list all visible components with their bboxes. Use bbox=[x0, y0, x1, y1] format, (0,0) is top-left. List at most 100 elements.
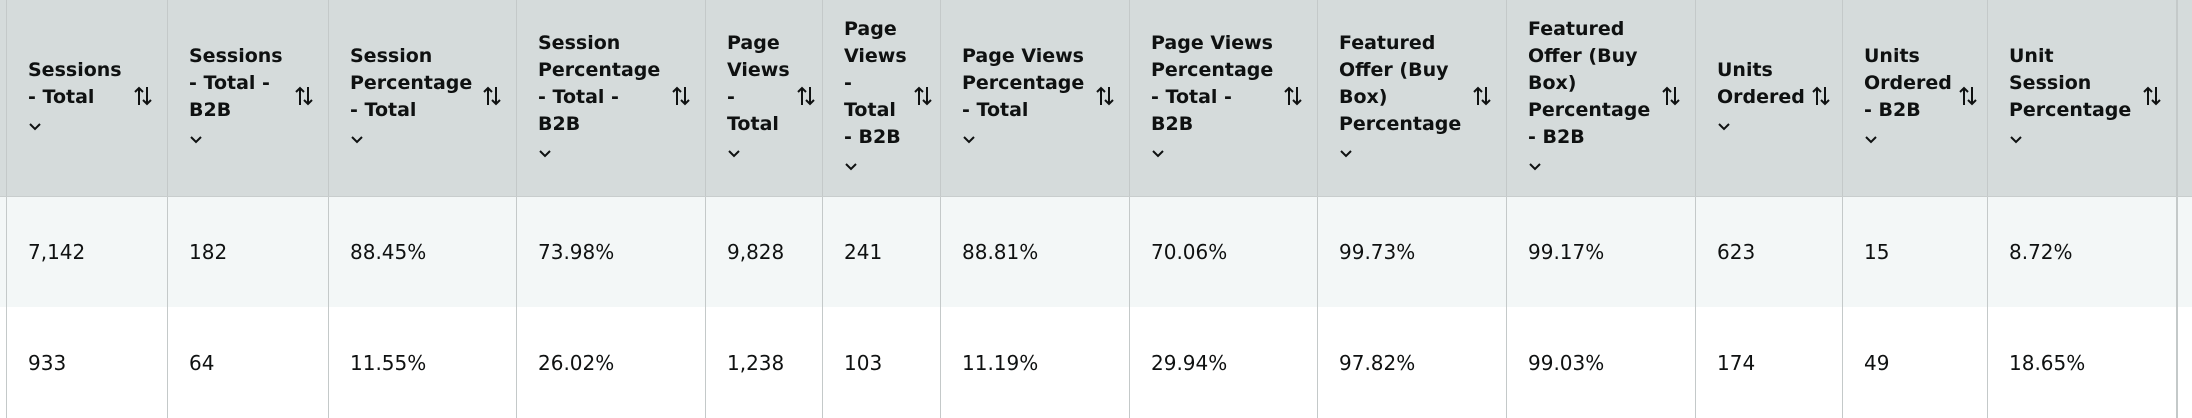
header-cell[interactable]: Units Ordered - B2B bbox=[1843, 0, 1988, 196]
table-cell: 18.65% bbox=[1988, 307, 2177, 418]
header-text: Unit Session Percentage bbox=[2009, 45, 2132, 121]
table-cell: 88.81% bbox=[941, 197, 1130, 307]
sort-icon[interactable] bbox=[2142, 84, 2162, 112]
sort-icon[interactable] bbox=[1958, 84, 1978, 112]
stub-cell bbox=[0, 307, 7, 418]
header-text: Page Views Percentage - Total - B2B bbox=[1151, 31, 1274, 135]
header-text: Page Views - Total bbox=[727, 31, 790, 135]
header-text: Featured Offer (Buy Box) Percentage - B2… bbox=[1528, 18, 1651, 148]
header-text: Sessions - Total bbox=[28, 58, 122, 108]
header-cell[interactable]: Page Views Percentage - Total bbox=[941, 0, 1130, 196]
header-text: Sessions - Total - B2B bbox=[189, 45, 283, 121]
table-cell: 97.82% bbox=[1318, 307, 1507, 418]
sort-icon[interactable] bbox=[1095, 84, 1115, 112]
stub-cell bbox=[2177, 307, 2192, 418]
header-cell[interactable]: Session Percentage - Total - B2B bbox=[517, 0, 706, 196]
table-cell: 99.03% bbox=[1507, 307, 1696, 418]
chevron-icon[interactable] bbox=[727, 140, 790, 167]
header-cell[interactable]: Unit Session Percentage bbox=[1988, 0, 2177, 196]
chevron-icon[interactable] bbox=[962, 126, 1089, 153]
table-cell: 99.73% bbox=[1318, 197, 1507, 307]
header-text: Page Views - Total - B2B bbox=[844, 18, 907, 148]
chevron-icon[interactable] bbox=[1151, 140, 1277, 167]
chevron-icon[interactable] bbox=[189, 126, 288, 153]
sort-icon[interactable] bbox=[1661, 84, 1681, 112]
data-row: 933 64 11.55% 26.02% 1,238 103 11.19% 29.94% 97.… bbox=[0, 307, 2192, 418]
table-cell: 1,238 bbox=[706, 307, 823, 418]
sort-icon[interactable] bbox=[294, 84, 314, 112]
chevron-icon[interactable] bbox=[844, 153, 907, 180]
header-label: Unit Session Percentage bbox=[2009, 43, 2136, 153]
table-cell: 103 bbox=[823, 307, 941, 418]
chevron-icon[interactable] bbox=[350, 126, 476, 153]
header-text: Page Views Percentage - Total bbox=[962, 45, 1085, 121]
header-text: Featured Offer (Buy Box) Percentage bbox=[1339, 31, 1462, 135]
header-row: Sessions - Total Sessions - Total - B2B Se… bbox=[0, 0, 2192, 196]
stub-cell bbox=[2177, 197, 2192, 307]
table-cell: 182 bbox=[168, 197, 329, 307]
header-label: Units Ordered bbox=[1717, 57, 1805, 140]
header-cell[interactable]: Page Views Percentage - Total - B2B bbox=[1130, 0, 1318, 196]
table-cell: 7,142 bbox=[7, 197, 168, 307]
sort-icon[interactable] bbox=[133, 84, 153, 112]
header-cell[interactable]: Page Views - Total - B2B bbox=[823, 0, 941, 196]
table-cell: 174 bbox=[1696, 307, 1843, 418]
stub-cell bbox=[2177, 0, 2192, 196]
table-cell: 15 bbox=[1843, 197, 1988, 307]
table-cell: 26.02% bbox=[517, 307, 706, 418]
chevron-icon[interactable] bbox=[28, 113, 127, 140]
table-cell: 88.45% bbox=[329, 197, 517, 307]
header-text: Session Percentage - Total - B2B bbox=[538, 31, 661, 135]
header-label: Sessions - Total - B2B bbox=[189, 43, 288, 153]
sort-icon[interactable] bbox=[1283, 84, 1303, 112]
header-cell[interactable]: Page Views - Total bbox=[706, 0, 823, 196]
header-cell[interactable]: Units Ordered bbox=[1696, 0, 1843, 196]
table-cell: 29.94% bbox=[1130, 307, 1318, 418]
header-cell[interactable]: Session Percentage - Total bbox=[329, 0, 517, 196]
header-cell[interactable]: Sessions - Total - B2B bbox=[168, 0, 329, 196]
header-label: Page Views Percentage - Total - B2B bbox=[1151, 30, 1277, 167]
sort-icon[interactable] bbox=[1811, 84, 1831, 112]
sort-icon[interactable] bbox=[796, 84, 816, 112]
data-row: 7,142 182 88.45% 73.98% 9,828 241 88.81% 70.06%… bbox=[0, 196, 2192, 307]
chevron-icon[interactable] bbox=[1864, 126, 1952, 153]
header-label: Sessions - Total bbox=[28, 57, 127, 140]
table-cell: 933 bbox=[7, 307, 168, 418]
header-label: Units Ordered - B2B bbox=[1864, 43, 1952, 153]
header-label: Page Views - Total - B2B bbox=[844, 16, 907, 180]
chevron-icon[interactable] bbox=[1528, 153, 1655, 180]
table-cell: 9,828 bbox=[706, 197, 823, 307]
table-cell: 49 bbox=[1843, 307, 1988, 418]
header-cell[interactable]: Sessions - Total bbox=[7, 0, 168, 196]
table-cell: 99.17% bbox=[1507, 197, 1696, 307]
header-label: Page Views Percentage - Total bbox=[962, 43, 1089, 153]
sort-icon[interactable] bbox=[913, 84, 933, 112]
header-cell[interactable]: Featured Offer (Buy Box) Percentage bbox=[1318, 0, 1507, 196]
sort-icon[interactable] bbox=[1472, 84, 1492, 112]
table-cell: 11.19% bbox=[941, 307, 1130, 418]
table-cell: 8.72% bbox=[1988, 197, 2177, 307]
sort-icon[interactable] bbox=[671, 84, 691, 112]
sort-icon[interactable] bbox=[482, 84, 502, 112]
chevron-icon[interactable] bbox=[2009, 126, 2136, 153]
chevron-icon[interactable] bbox=[538, 140, 665, 167]
table-cell: 11.55% bbox=[329, 307, 517, 418]
table-cell: 73.98% bbox=[517, 197, 706, 307]
header-label: Session Percentage - Total bbox=[350, 43, 476, 153]
table-cell: 241 bbox=[823, 197, 941, 307]
header-label: Page Views - Total bbox=[727, 30, 790, 167]
table-cell: 70.06% bbox=[1130, 197, 1318, 307]
stub-cell bbox=[0, 197, 7, 307]
header-text: Session Percentage - Total bbox=[350, 45, 473, 121]
header-text: Units Ordered - B2B bbox=[1864, 45, 1952, 121]
header-label: Session Percentage - Total - B2B bbox=[538, 30, 665, 167]
header-label: Featured Offer (Buy Box) Percentage bbox=[1339, 30, 1466, 167]
table-cell: 623 bbox=[1696, 197, 1843, 307]
header-text: Units Ordered bbox=[1717, 58, 1805, 108]
header-label: Featured Offer (Buy Box) Percentage - B2… bbox=[1528, 16, 1655, 180]
table-cell: 64 bbox=[168, 307, 329, 418]
chevron-icon[interactable] bbox=[1339, 140, 1466, 167]
chevron-icon[interactable] bbox=[1717, 113, 1805, 140]
header-cell[interactable]: Featured Offer (Buy Box) Percentage - B2… bbox=[1507, 0, 1696, 196]
